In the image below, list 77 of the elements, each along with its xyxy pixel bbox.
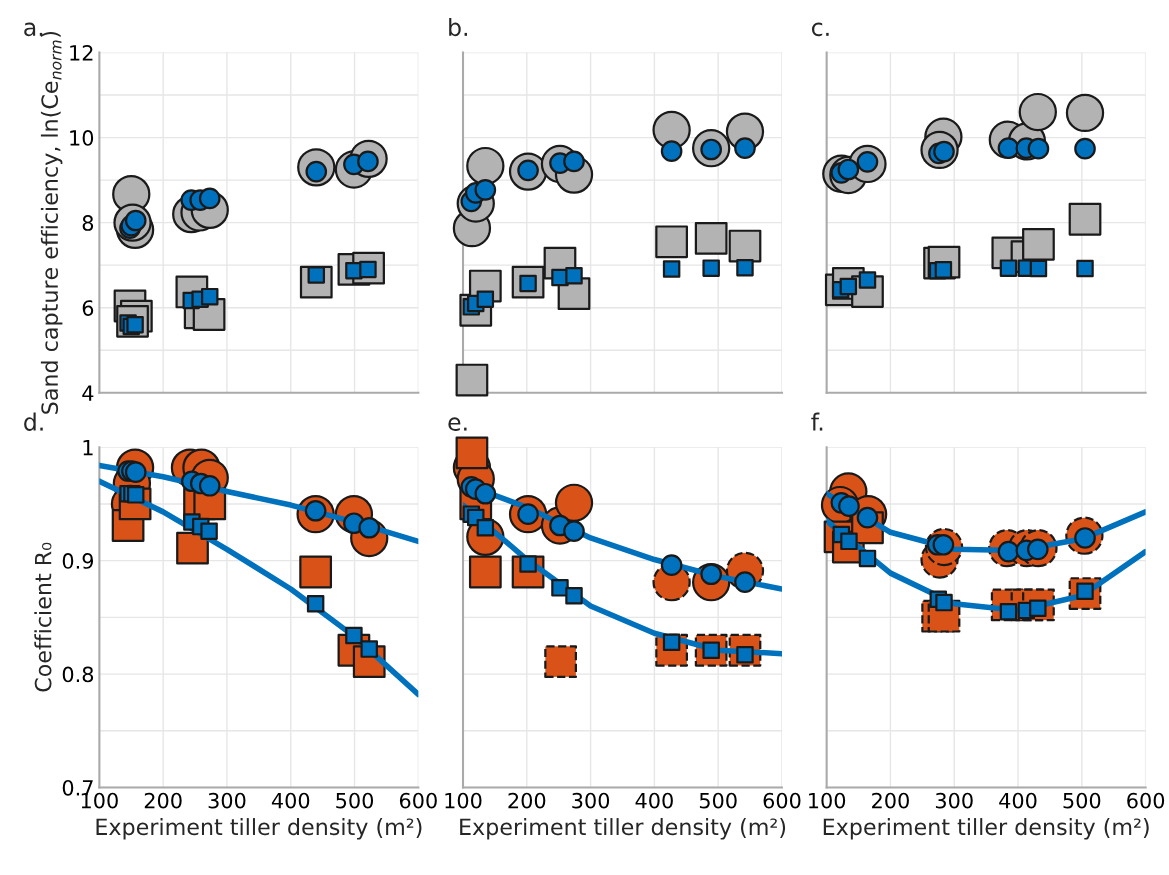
y-tick-label: 0.8 [62,666,94,683]
point [563,150,585,173]
x-tick-label: 200 [508,792,546,809]
x-tick-label: 300 [572,792,610,809]
x-tick-label: 100 [445,792,482,809]
x-axis-title: Experiment tiller density (m²) [823,818,1149,840]
point [1068,202,1102,236]
point [702,259,720,277]
chart-title: e. [448,417,467,431]
chart-title: a. [24,22,43,37]
point [200,522,218,540]
y-tick-label: 12 [70,44,93,61]
point [660,554,683,577]
x-axis-title: Experiment tiller density (m²) [460,818,786,840]
point [935,593,953,612]
y-tick-label: 10 [70,130,94,146]
point [655,225,688,259]
point [198,474,221,497]
x-tick-label: 400 [271,792,310,809]
x-axis-title: Experiment tiller density (m²) [96,818,422,840]
point [176,531,209,565]
y-tick-label: 1 [83,439,93,456]
point [734,137,756,160]
chart-title: b. [449,17,467,37]
point [474,179,497,201]
point [563,520,585,542]
x-tick-label: 200 [144,792,182,809]
x-tick-label: 600 [399,792,437,809]
chart-title: f. [811,412,823,431]
y-tick-label: 0.9 [62,553,94,569]
x-tick-label: 400 [635,792,673,809]
chart-title: d. [24,412,43,431]
point [694,221,728,255]
point [858,271,877,289]
point [544,645,577,678]
point [565,267,583,285]
point [1022,227,1055,261]
x-tick-label: 300 [208,792,246,809]
point [360,640,378,658]
point [200,287,219,306]
point [565,587,583,605]
y-tick-label: 6 [82,300,94,316]
point [466,146,505,186]
point [728,229,762,263]
point [1065,93,1105,133]
point [736,258,754,277]
x-tick-label: 300 [935,792,973,809]
x-tick-label: 400 [999,792,1037,809]
point [345,626,363,645]
point [1074,137,1096,160]
x-tick-label: 100 [809,792,846,809]
point [1018,92,1057,132]
point [734,571,756,594]
point [468,555,502,589]
y-axis-title: Sand capture efficiency, ln(Ce$_{norm}$) [40,31,63,414]
point [299,555,333,589]
x-tick-label: 600 [1127,792,1165,809]
point [306,595,325,613]
point [554,483,594,522]
x-tick-label: 500 [1063,792,1101,809]
x-tick-label: 500 [336,792,374,809]
y-tick-label: 4 [82,385,94,401]
point [1076,259,1094,278]
x-tick-label: 500 [699,792,737,809]
point [660,140,683,163]
point [858,549,877,568]
point [455,363,489,397]
point [662,260,681,278]
chart-title: c. [811,22,829,37]
x-tick-label: 200 [872,792,909,809]
y-axis-title: Coefficient R₀ [34,542,52,692]
x-tick-label: 600 [763,792,801,809]
y-tick-label: 8 [82,215,94,231]
point [476,290,495,308]
point [1029,259,1048,278]
point [198,187,221,210]
point [999,259,1018,277]
